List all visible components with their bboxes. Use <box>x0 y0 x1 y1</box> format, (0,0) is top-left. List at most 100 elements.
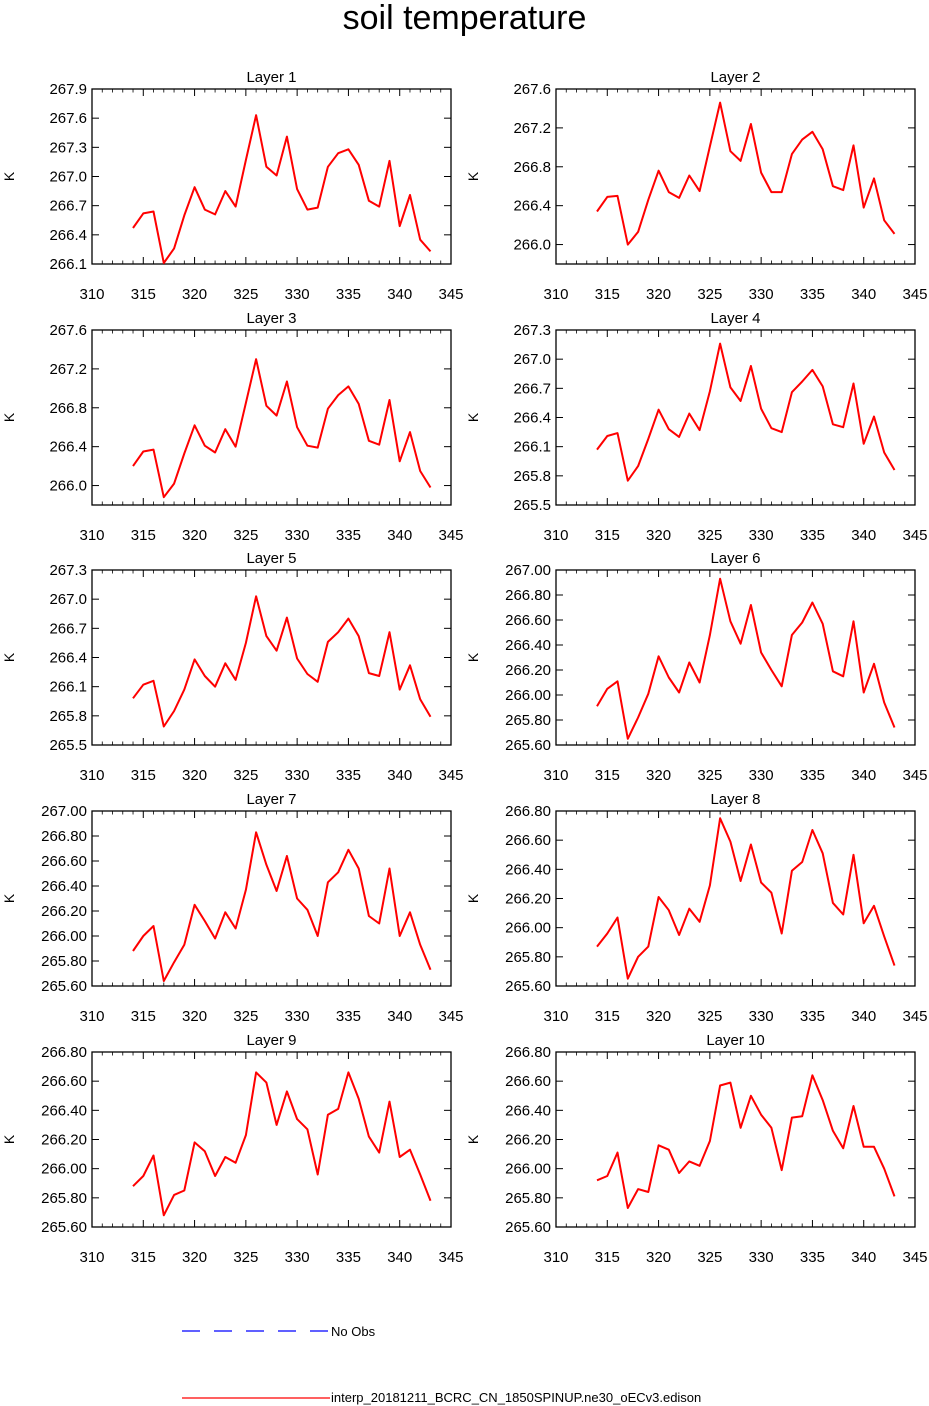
layer-2-xtick-label: 325 <box>697 286 722 303</box>
layer-1-xtick-label: 335 <box>336 286 361 303</box>
layer-9-ytick-label: 266.80 <box>41 1044 87 1061</box>
layer-5-xtick-label: 325 <box>233 767 258 784</box>
layer-2-ytick-label: 266.8 <box>513 159 551 176</box>
layer-8-ytick-label: 266.20 <box>505 891 551 908</box>
layer-8-series-line <box>596 817 896 980</box>
layer-6-ytick-label: 265.80 <box>505 712 551 729</box>
layer-4-ytick-label: 265.8 <box>513 468 551 485</box>
figure-title: soil temperature <box>342 0 587 37</box>
layer-8-ytick-label: 266.00 <box>505 920 551 937</box>
layer-7-ytick-label: 265.60 <box>41 978 87 995</box>
layer-5-ytick-label: 266.1 <box>49 679 87 696</box>
layer-1-ytick-label: 266.7 <box>49 198 87 215</box>
layer-7-series-line <box>132 831 432 982</box>
layer-5-ytick-label: 267.0 <box>49 591 87 608</box>
layer-10-ytick-label: 265.60 <box>505 1219 551 1236</box>
layer-3-frame <box>91 329 452 506</box>
layer-6-xtick-label: 310 <box>543 767 568 784</box>
panel-layer-3: Layer 3 K 310 315 320 325 330 335 340 345 266.0 266… <box>1 310 464 544</box>
layer-6-ytick-label: 266.40 <box>505 637 551 654</box>
layer-7-frame <box>91 810 452 987</box>
layer-9-xtick-label: 335 <box>336 1249 361 1266</box>
layer-9-ytick-label: 266.40 <box>41 1102 87 1119</box>
layer-2-xtick-label: 320 <box>646 286 671 303</box>
layer-9-ytick-label: 266.20 <box>41 1132 87 1149</box>
layer-4-xtick-label: 330 <box>749 527 774 544</box>
layer-10-ytick-label: 266.40 <box>505 1102 551 1119</box>
layer-8-xtick-label: 315 <box>595 1008 620 1025</box>
layer-5-ytick-label: 265.5 <box>49 737 87 754</box>
layer-10-xtick-label: 310 <box>543 1249 568 1266</box>
layer-2-title: Layer 2 <box>710 69 760 86</box>
layer-9-xtick-label: 315 <box>131 1249 156 1266</box>
layer-1-ytick-label: 266.1 <box>49 256 87 273</box>
layer-7-ylabel: K <box>1 893 17 903</box>
layer-2-ytick-label: 267.2 <box>513 120 551 137</box>
layer-2-xtick-label: 310 <box>543 286 568 303</box>
layer-6-xtick-label: 315 <box>595 767 620 784</box>
layer-5-ytick-label: 265.8 <box>49 708 87 725</box>
layer-10-ytick-label: 265.80 <box>505 1190 551 1207</box>
panel-layer-4: Layer 4 K 310 315 320 325 330 335 340 345 265.5 265… <box>465 310 928 544</box>
layer-1-xtick-label: 345 <box>438 286 463 303</box>
layer-3-xtick-label: 320 <box>182 527 207 544</box>
layer-2-xtick-label: 335 <box>800 286 825 303</box>
layer-7-xtick-label: 310 <box>79 1008 104 1025</box>
layer-7-ytick-label: 266.80 <box>41 828 87 845</box>
layer-7-xtick-label: 335 <box>336 1008 361 1025</box>
layer-7-xtick-label: 325 <box>233 1008 258 1025</box>
layer-1-xtick-label: 320 <box>182 286 207 303</box>
layer-2-ytick-label: 266.4 <box>513 198 551 215</box>
layer-4-xtick-label: 320 <box>646 527 671 544</box>
layer-7-xtick-label: 330 <box>285 1008 310 1025</box>
layer-3-series-line <box>132 358 432 499</box>
layer-1-ylabel: K <box>1 171 17 181</box>
layer-7-title: Layer 7 <box>246 791 296 808</box>
panel-layer-8: Layer 8 K 310 315 320 325 330 335 340 345 265.60 26… <box>465 791 928 1025</box>
layer-10-xtick-label: 340 <box>851 1249 876 1266</box>
layer-5-xtick-label: 345 <box>438 767 463 784</box>
layer-5-frame <box>91 569 452 746</box>
layer-10-ytick-label: 266.60 <box>505 1073 551 1090</box>
layer-4-title: Layer 4 <box>710 310 760 327</box>
layer-9-xtick-label: 310 <box>79 1249 104 1266</box>
layer-10-xtick-label: 325 <box>697 1249 722 1266</box>
layer-8-ytick-label: 266.40 <box>505 861 551 878</box>
layer-8-xtick-label: 340 <box>851 1008 876 1025</box>
layer-7-xtick-label: 340 <box>387 1008 412 1025</box>
layer-10-ytick-label: 266.80 <box>505 1044 551 1061</box>
layer-10-ylabel: K <box>465 1134 481 1144</box>
layer-3-xtick-label: 335 <box>336 527 361 544</box>
layer-10-title: Layer 10 <box>706 1032 764 1049</box>
layer-8-ylabel: K <box>465 893 481 903</box>
layer-1-xtick-label: 330 <box>285 286 310 303</box>
layer-6-title: Layer 6 <box>710 550 760 567</box>
layer-2-xtick-label: 345 <box>902 286 927 303</box>
layer-7-xtick-label: 320 <box>182 1008 207 1025</box>
layer-10-series-line <box>596 1074 896 1209</box>
layer-2-xtick-label: 340 <box>851 286 876 303</box>
layer-10-xtick-label: 330 <box>749 1249 774 1266</box>
layer-6-ytick-label: 267.00 <box>505 562 551 579</box>
layer-1-ytick-label: 267.3 <box>49 139 87 156</box>
layer-5-xtick-label: 340 <box>387 767 412 784</box>
panel-layer-7: Layer 7 K 310 315 320 325 330 335 340 345 265.60 26… <box>1 791 464 1025</box>
layer-1-ytick-label: 266.4 <box>49 227 87 244</box>
layer-8-frame <box>555 810 916 987</box>
layer-6-xtick-label: 340 <box>851 767 876 784</box>
layer-5-xtick-label: 335 <box>336 767 361 784</box>
layer-8-ytick-label: 266.80 <box>505 803 551 820</box>
layer-6-ytick-label: 265.60 <box>505 737 551 754</box>
layer-3-xtick-label: 325 <box>233 527 258 544</box>
panel-layer-1: Layer 1 K 310 315 320 325 330 335 340 345 266.1 266… <box>1 69 464 303</box>
layer-4-ytick-label: 267.0 <box>513 351 551 368</box>
layer-9-series-line <box>132 1071 432 1217</box>
layer-4-xtick-label: 310 <box>543 527 568 544</box>
layer-8-xtick-label: 335 <box>800 1008 825 1025</box>
layer-9-xtick-label: 340 <box>387 1249 412 1266</box>
layer-9-title: Layer 9 <box>246 1032 296 1049</box>
layer-8-xtick-label: 345 <box>902 1008 927 1025</box>
layer-1-xtick-label: 325 <box>233 286 258 303</box>
layer-5-xtick-label: 330 <box>285 767 310 784</box>
layer-5-xtick-label: 310 <box>79 767 104 784</box>
